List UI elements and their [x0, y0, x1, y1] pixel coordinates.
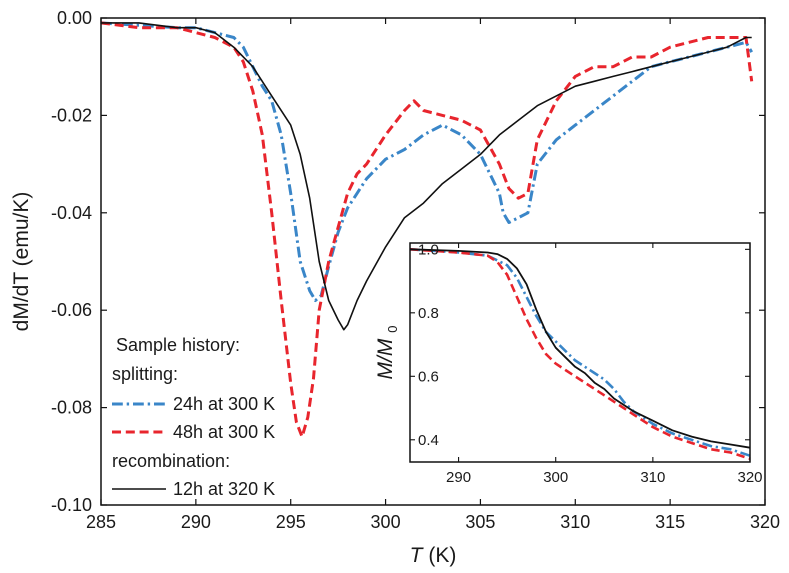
- legend-header: Sample history:: [116, 335, 240, 355]
- inset-y-axis: 0.4 0.6 0.8 1.0: [410, 241, 750, 449]
- x-tick-label: 300: [371, 512, 401, 532]
- inset-y-tick-label: 0.6: [418, 368, 439, 385]
- y-axis-label-main: dM/dT: [10, 272, 33, 332]
- series-line-2: [101, 22, 752, 331]
- inset-plot-frame: [409, 242, 751, 463]
- main-y-axis: 0.00 -0.02 -0.04 -0.06 -0.08 -0.10: [51, 8, 765, 515]
- legend-group-recombination: recombination:: [112, 451, 230, 471]
- legend-entry-24h: 24h at 300 K: [173, 394, 275, 414]
- x-axis-label-main: T: [410, 544, 425, 567]
- legend-group-splitting: splitting:: [112, 364, 178, 384]
- y-tick-label: -0.02: [51, 105, 92, 125]
- main-plot: 285 290 295 300 305 310 315 320 0.00 -0.02 -0.04 -…: [10, 8, 780, 567]
- inset-y-tick-label: 0.8: [418, 305, 439, 322]
- x-tick-label: 315: [655, 512, 685, 532]
- legend-entry-12h: 12h at 320 K: [173, 479, 275, 499]
- y-tick-label: -0.04: [51, 203, 92, 223]
- inset-series-layer: [409, 248, 751, 461]
- inset-y-tick-label: 1.0: [418, 241, 439, 258]
- x-tick-label: 320: [750, 512, 780, 532]
- x-tick-label: 310: [560, 512, 590, 532]
- main-x-axis: 285 290 295 300 305 310 315 320: [86, 18, 780, 532]
- x-axis-label: T (K): [410, 544, 457, 567]
- main-series-layer: [100, 21, 754, 439]
- inset-y-axis-label: M/M 0: [374, 326, 400, 380]
- inset-x-tick-label: 320: [737, 469, 762, 486]
- inset-series-line-2: [409, 248, 751, 449]
- series-line-1: [100, 21, 754, 439]
- inset-y-tick-label: 0.4: [418, 432, 439, 449]
- inset-plot: 290 300 310 320 0.4 0.6 0.8 1.0 M/M 0: [374, 241, 763, 486]
- inset-background: [410, 243, 750, 462]
- x-tick-label: 285: [86, 512, 116, 532]
- y-axis-label: dM/dT (emu/K): [10, 192, 33, 332]
- inset-y-axis-label-main: M/M: [374, 338, 397, 379]
- main-plot-frame: [100, 17, 766, 506]
- y-tick-label: 0.00: [57, 8, 92, 28]
- inset-series-line-0: [409, 248, 751, 457]
- inset-series-line-1: [409, 248, 751, 461]
- y-tick-label: -0.06: [51, 300, 92, 320]
- legend: Sample history: splitting: 24h at 300 K …: [112, 335, 275, 499]
- y-axis-label-unit: (emu/K): [10, 192, 33, 267]
- inset-x-axis: 290 300 310 320: [446, 243, 763, 486]
- x-tick-label: 295: [276, 512, 306, 532]
- inset-y-axis-label-sub: 0: [385, 326, 400, 333]
- x-tick-label: 305: [465, 512, 495, 532]
- x-axis-label-unit: (K): [428, 544, 456, 567]
- legend-entry-48h: 48h at 300 K: [173, 422, 275, 442]
- inset-x-tick-label: 310: [640, 469, 665, 486]
- series-line-0: [100, 21, 753, 302]
- inset-x-tick-label: 300: [543, 469, 568, 486]
- y-tick-label: -0.08: [51, 398, 92, 418]
- inset-x-tick-label: 290: [446, 469, 471, 486]
- y-tick-label: -0.10: [51, 495, 92, 515]
- x-tick-label: 290: [181, 512, 211, 532]
